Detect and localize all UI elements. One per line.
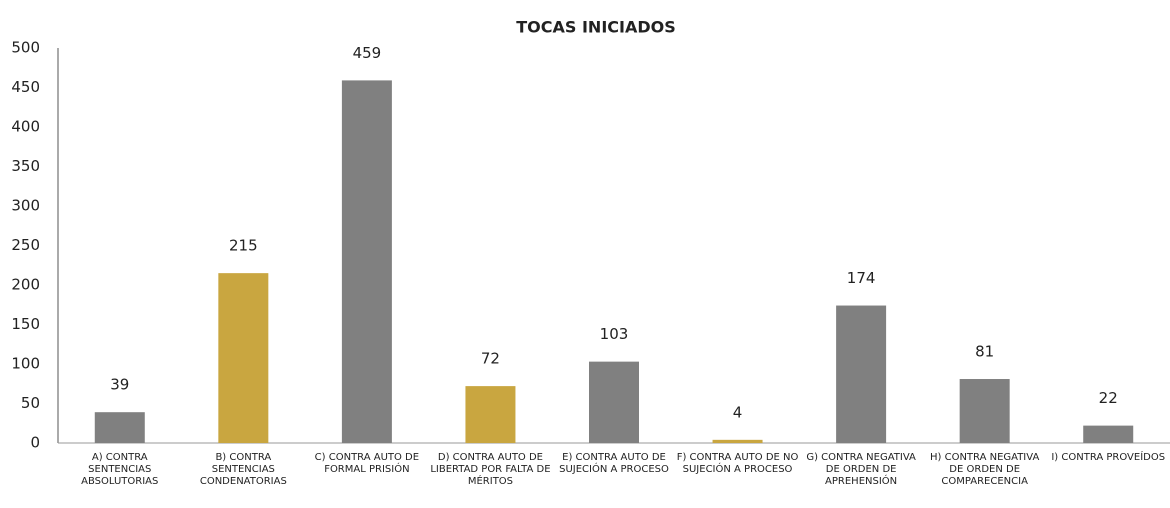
x-tick-label: A) CONTRA SENTENCIAS ABSOLUTORIAS (81, 452, 159, 487)
bar (712, 439, 763, 443)
value-label: 103 (600, 325, 629, 343)
bar (1083, 425, 1134, 443)
x-tick-label: B) CONTRA SENTENCIAS CONDENATORIAS (199, 452, 287, 487)
x-tick-label: D) CONTRA AUTO DE LIBERTAD POR FALTA DE … (430, 452, 551, 487)
y-tick-label: 300 (11, 197, 40, 215)
value-label: 215 (229, 237, 258, 255)
y-tick-label: 350 (11, 157, 40, 175)
bar (465, 386, 516, 443)
x-tick-label: I) CONTRA PROVEÍDOS (1051, 452, 1166, 463)
y-tick-label: 0 (30, 434, 40, 452)
y-tick-label: 400 (11, 118, 40, 136)
bar (836, 305, 887, 443)
y-tick-label: 450 (11, 78, 40, 96)
value-label: 72 (481, 350, 500, 368)
value-label: 459 (353, 44, 382, 62)
y-tick-label: 50 (21, 394, 40, 412)
chart-title: TOCAS INICIADOS (516, 18, 676, 37)
bar (218, 273, 269, 443)
x-tick-label: F) CONTRA AUTO DE NO SUJECIÓN A PROCESO (676, 452, 799, 475)
y-tick-label: 500 (11, 39, 40, 57)
value-label: 81 (975, 343, 994, 361)
x-tick-label: G) CONTRA NEGATIVA DE ORDEN DE APREHENSI… (806, 452, 916, 487)
bar (341, 80, 392, 443)
bar (959, 379, 1010, 443)
value-label: 4 (733, 403, 743, 421)
x-tick-label: E) CONTRA AUTO DE SUJECIÓN A PROCESO (559, 452, 669, 475)
x-tick-label: C) CONTRA AUTO DE FORMAL PRISIÓN (314, 452, 420, 475)
x-tick-label: H) CONTRA NEGATIVA DE ORDEN DE COMPARECE… (929, 452, 1040, 487)
bar (589, 361, 639, 443)
value-label: 39 (110, 376, 129, 394)
y-tick-label: 200 (11, 276, 40, 294)
bar (94, 412, 145, 443)
y-tick-label: 150 (11, 315, 40, 333)
y-tick-label: 250 (11, 236, 40, 254)
value-label: 22 (1099, 389, 1118, 407)
value-label: 174 (847, 269, 876, 287)
y-tick-label: 100 (11, 355, 40, 373)
